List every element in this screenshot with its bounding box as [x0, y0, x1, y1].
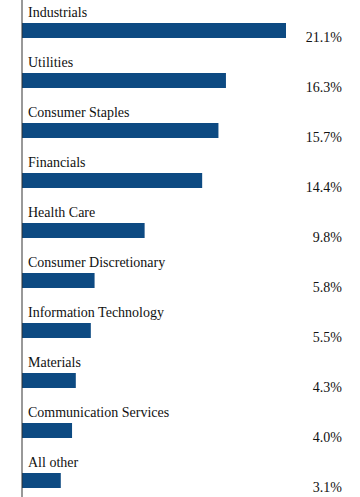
data-label: 5.5%: [313, 330, 343, 345]
data-label: 9.8%: [313, 230, 343, 245]
bar: [22, 73, 226, 88]
axis-line: [22, 0, 23, 497]
labels: Industrials 21.1% Utilities 16.3% Consumer S…: [28, 5, 342, 495]
category-label: Information Technology: [28, 305, 164, 320]
category-label: Health Care: [28, 205, 95, 220]
data-label: 16.3%: [306, 80, 343, 95]
data-label: 3.1%: [313, 480, 343, 495]
category-label: All other: [28, 455, 78, 470]
bar: [22, 273, 95, 288]
bars: [22, 23, 286, 488]
category-label: Communication Services: [28, 405, 169, 420]
category-label: Materials: [28, 355, 81, 370]
category-label: Industrials: [28, 5, 87, 20]
category-label: Financials: [28, 155, 86, 170]
bar: [22, 223, 145, 238]
bar: [22, 473, 61, 488]
chart-svg: Industrials 21.1% Utilities 16.3% Consumer S…: [0, 0, 360, 497]
data-label: 15.7%: [306, 130, 343, 145]
data-label: 4.3%: [313, 380, 343, 395]
category-label: Consumer Staples: [28, 105, 130, 120]
bar: [22, 373, 76, 388]
data-label: 14.4%: [306, 180, 343, 195]
data-label: 4.0%: [313, 430, 343, 445]
data-label: 5.8%: [313, 280, 343, 295]
bar: [22, 23, 286, 38]
bar: [22, 173, 202, 188]
bar: [22, 423, 72, 438]
category-label: Consumer Discretionary: [28, 255, 165, 270]
category-label: Utilities: [28, 55, 73, 70]
chart: Industrials 21.1% Utilities 16.3% Consumer S…: [0, 0, 360, 497]
bar: [22, 123, 218, 138]
bar: [22, 323, 91, 338]
data-label: 21.1%: [306, 30, 343, 45]
